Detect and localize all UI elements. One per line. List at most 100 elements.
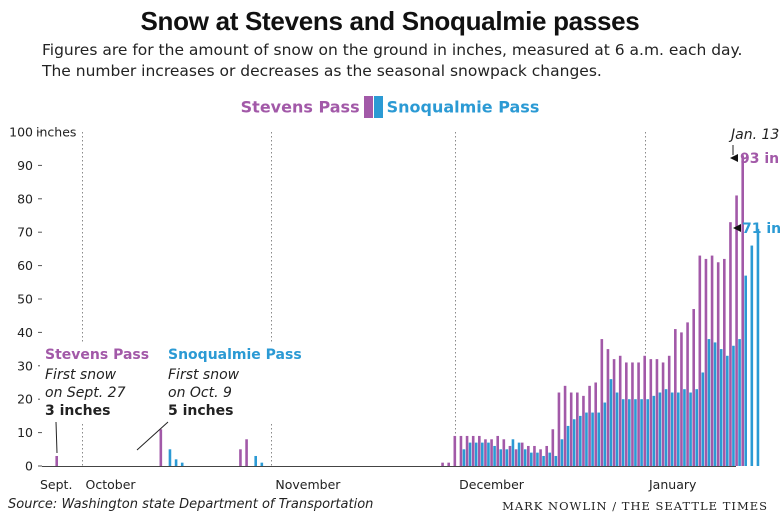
annotation-snoqualmie-title: Snoqualmie Pass xyxy=(168,347,302,363)
annotation-stevens-line1: First snow xyxy=(45,367,117,383)
x-month-label: December xyxy=(459,477,525,492)
bar-stevens xyxy=(729,222,732,466)
legend-stevens-label: Stevens Pass xyxy=(240,97,360,117)
bar-snoqualmie xyxy=(597,412,600,466)
bar-stevens xyxy=(245,439,248,466)
bar-stevens xyxy=(710,255,714,466)
bar-snoqualmie xyxy=(566,425,570,466)
bar-snoqualmie xyxy=(695,389,698,466)
x-month-label: January xyxy=(648,477,697,492)
bar-stevens xyxy=(465,435,469,466)
bar-stevens xyxy=(441,462,444,466)
bar-stevens xyxy=(514,449,518,466)
legend: Stevens Pass Snoqualmie Pass xyxy=(0,96,780,118)
bar-stevens xyxy=(539,449,542,466)
bar-stevens xyxy=(447,462,450,466)
bar-stevens xyxy=(637,362,640,466)
bar-stevens xyxy=(239,449,242,466)
bar-stevens xyxy=(667,355,671,466)
bar-stevens xyxy=(576,392,579,466)
bar-stevens xyxy=(674,329,677,466)
bar-snoqualmie xyxy=(628,399,631,466)
annotation-stevens-amount: 3 inches xyxy=(45,403,110,419)
bar-stevens xyxy=(588,385,591,466)
bar-snoqualmie xyxy=(585,412,588,466)
y-tick-label: 0 xyxy=(25,459,33,474)
bar-snoqualmie xyxy=(554,455,558,466)
bar-stevens xyxy=(612,359,616,466)
y-tick-label: 90 xyxy=(17,158,33,173)
bar-snoqualmie xyxy=(670,392,674,466)
bar-snoqualmie xyxy=(548,452,551,466)
end-snoqualmie-label: 71 in. xyxy=(742,221,780,237)
bar-stevens xyxy=(606,349,610,466)
bar-snoqualmie xyxy=(634,399,637,466)
bar-snoqualmie xyxy=(487,442,490,466)
bar-stevens xyxy=(625,362,628,466)
bar-stevens xyxy=(655,359,659,466)
bar-snoqualmie xyxy=(615,392,619,466)
bar-stevens xyxy=(484,439,487,466)
annotation-snoqualmie-line1: First snow xyxy=(168,367,240,383)
bar-stevens xyxy=(692,309,695,466)
bar-stevens xyxy=(582,395,585,466)
bar-snoqualmie xyxy=(174,459,178,466)
annotation-bg-snoqualmie xyxy=(165,342,295,422)
annotation-snoqualmie-amount: 5 inches xyxy=(168,403,233,419)
bar-snoqualmie xyxy=(572,419,576,466)
bar-stevens xyxy=(55,455,58,466)
y-tick-label: 20 xyxy=(17,392,33,407)
bar-snoqualmie xyxy=(621,399,625,466)
bar-snoqualmie xyxy=(511,439,515,466)
bar-snoqualmie xyxy=(640,399,643,466)
legend-snoqualmie-label: Snoqualmie Pass xyxy=(386,97,540,117)
bar-snoqualmie xyxy=(260,462,264,466)
chart-labels: Stevens Pass First snow on Sept. 27 3 in… xyxy=(40,127,780,454)
bar-snoqualmie xyxy=(609,379,613,466)
bar-snoqualmie xyxy=(603,402,607,466)
y-tick-label: 70 xyxy=(17,225,33,240)
bar-stevens xyxy=(478,435,481,466)
bar-stevens xyxy=(735,195,738,466)
legend-snoqualmie-swatch xyxy=(373,96,383,118)
y-axis-label: inches xyxy=(36,125,76,140)
bar-snoqualmie xyxy=(719,349,723,466)
subtitle-line-2: The number increases or decreases as the… xyxy=(42,62,602,80)
chart-title: Snow at Stevens and Snoqualmie passes xyxy=(140,6,640,36)
end-snoqualmie-pointer xyxy=(733,224,741,232)
bar-snoqualmie xyxy=(481,442,484,466)
bar-snoqualmie xyxy=(750,245,754,466)
bar-stevens xyxy=(723,258,726,466)
bar-stevens xyxy=(600,339,604,466)
bar-snoqualmie xyxy=(677,392,680,466)
bar-stevens xyxy=(631,362,634,466)
annotation-stevens-title: Stevens Pass xyxy=(45,347,149,363)
x-month-label: November xyxy=(275,477,341,492)
bar-snoqualmie xyxy=(168,449,172,466)
bar-stevens xyxy=(618,355,622,466)
bar-snoqualmie xyxy=(505,449,509,466)
end-date-label: Jan. 13 xyxy=(728,127,779,143)
annotation-stevens-leader xyxy=(55,421,58,454)
annotation-snoqualmie-leader xyxy=(136,421,169,451)
bar-snoqualmie xyxy=(493,445,496,466)
bar-snoqualmie xyxy=(579,415,582,466)
bar-snoqualmie xyxy=(652,395,656,466)
end-stevens-pointer xyxy=(730,154,738,162)
bar-stevens xyxy=(520,442,524,466)
source-note: Source: Washington state Department of T… xyxy=(8,497,374,512)
bar-snoqualmie xyxy=(707,339,711,466)
bar-snoqualmie xyxy=(462,449,466,466)
bar-snoqualmie xyxy=(180,462,184,466)
subtitle-line-1: Figures are for the amount of snow on th… xyxy=(42,41,743,59)
bar-snoqualmie xyxy=(499,449,502,466)
y-tick-label: 100 xyxy=(9,125,33,140)
bar-stevens xyxy=(533,445,536,466)
bar-snoqualmie xyxy=(756,228,760,466)
annotation-stevens-line2: on Sept. 27 xyxy=(45,385,126,401)
bar-stevens xyxy=(557,392,561,466)
bar-stevens xyxy=(563,385,567,466)
bar-snoqualmie xyxy=(646,399,649,466)
bar-snoqualmie xyxy=(738,339,741,466)
credit-line: MARK NOWLIN / THE SEATTLE TIMES xyxy=(502,499,768,513)
